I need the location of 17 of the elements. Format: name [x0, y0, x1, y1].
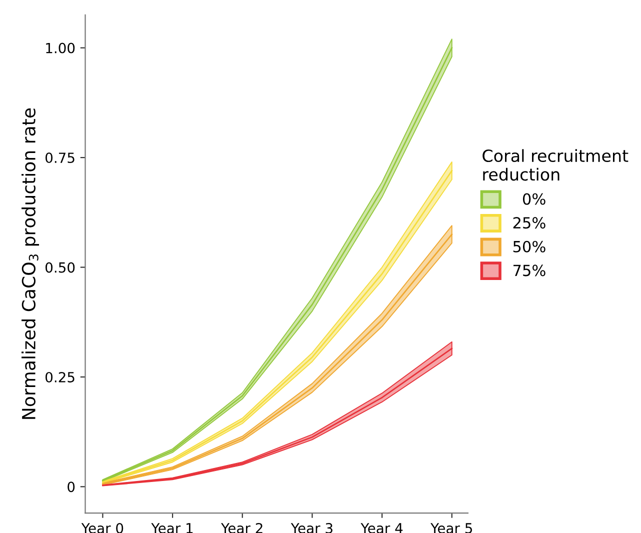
legend-title: Coral recruitment reduction — [482, 149, 628, 181]
y-tick-label: 0 — [68, 482, 75, 492]
y-tick-label: 0.25 — [46, 372, 74, 382]
x-tick-label: Year 1 — [151, 523, 193, 533]
legend-label: 50% — [513, 240, 546, 252]
x-tick-label: Year 4 — [360, 523, 403, 533]
y-tick-label: 0.50 — [46, 262, 75, 273]
x-tick-label: Year 2 — [221, 522, 262, 533]
y-tick-label: 0.75 — [46, 152, 74, 164]
legend-label: 25% — [513, 217, 546, 229]
legend-label: 75% — [513, 264, 546, 276]
x-tick-label: Year 5 — [430, 523, 472, 533]
y-axis-title: Normalized CaCO$_{3}$ production rate — [22, 108, 40, 419]
legend-label: 0% — [522, 193, 546, 205]
x-tick-label: Year 3 — [290, 522, 332, 533]
x-tick-label: Year 0 — [81, 522, 124, 533]
y-tick-label: 1.00 — [46, 42, 75, 54]
